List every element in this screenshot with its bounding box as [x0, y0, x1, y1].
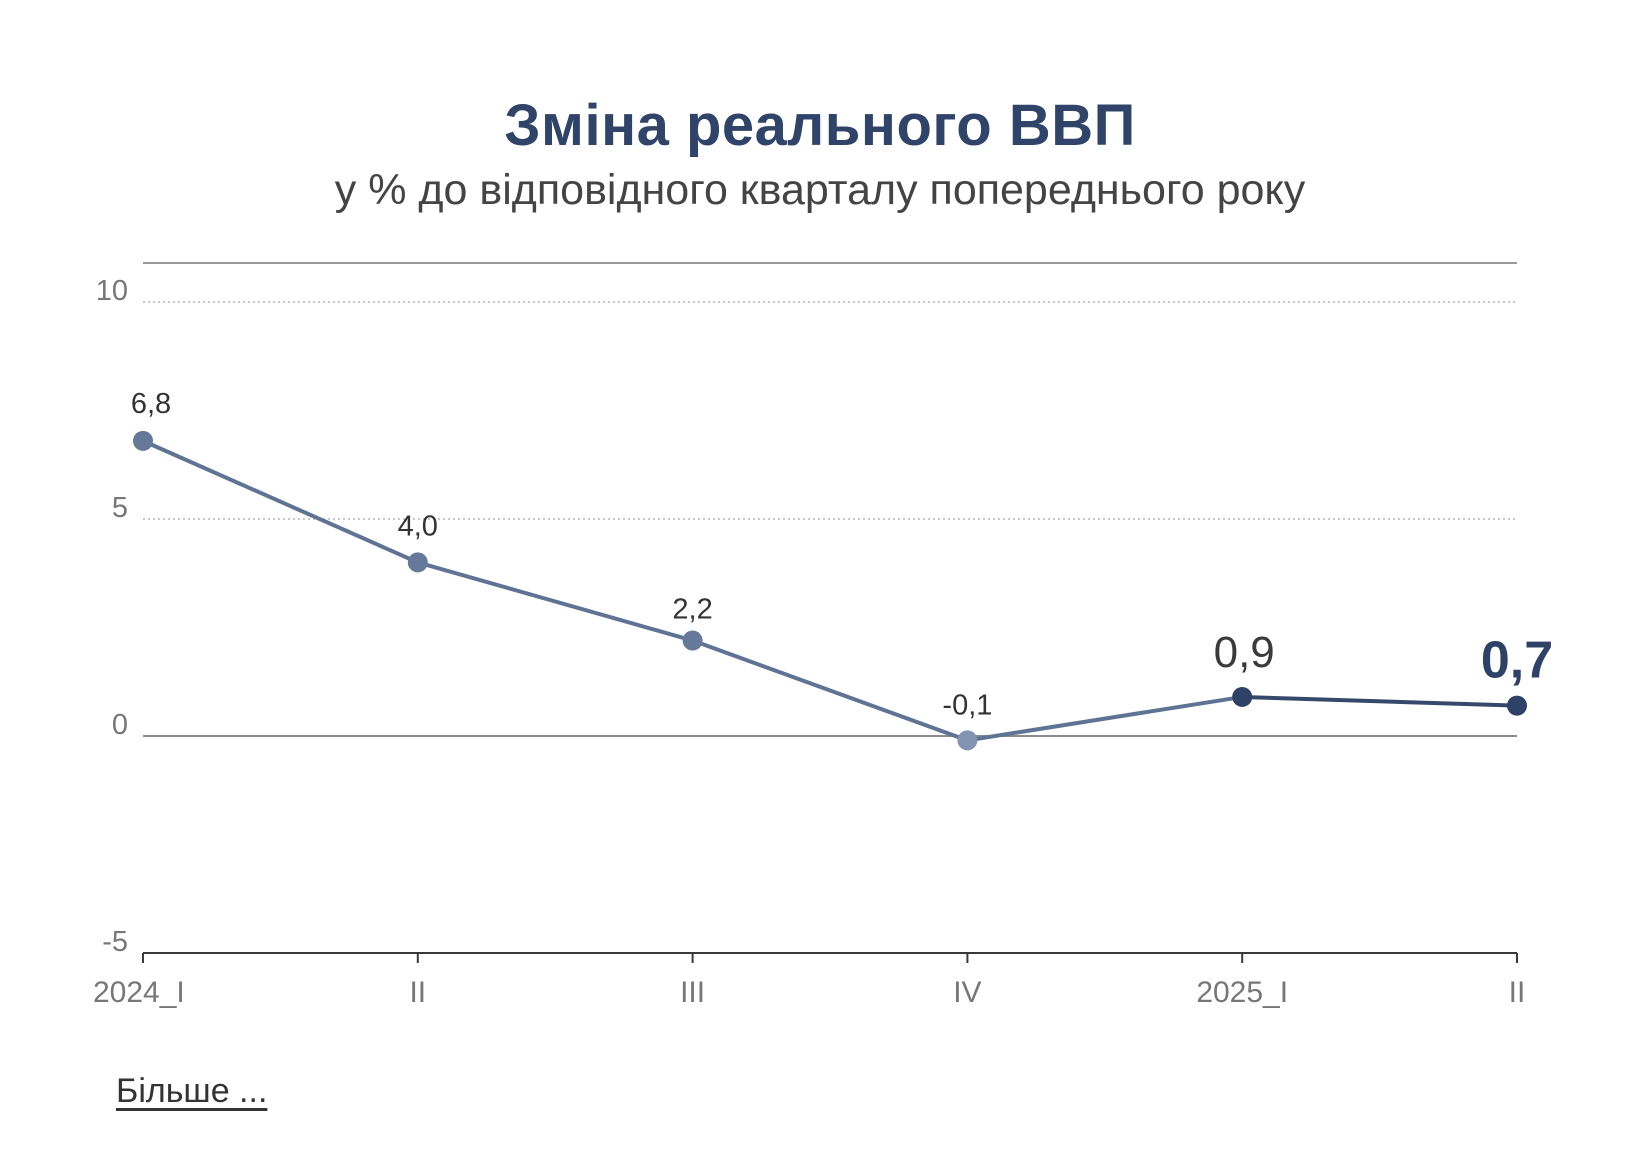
series-line-segment — [965, 694, 1245, 743]
data-point — [1507, 695, 1527, 716]
x-tick-label: 2024_I — [93, 976, 185, 1009]
series-line-segment — [1240, 694, 1519, 708]
series-line-segment — [690, 638, 970, 743]
y-tick-label: -5 — [102, 926, 128, 958]
chart-title: Зміна реального ВВП — [504, 93, 1136, 158]
chart-subtitle: у % до відповідного кварталу попередньог… — [334, 166, 1306, 214]
data-point — [957, 730, 978, 751]
y-tick-label: 10 — [96, 275, 128, 307]
data-point — [407, 552, 428, 573]
x-tick-label: 2025_I — [1196, 976, 1288, 1009]
y-tick-label: 5 — [112, 492, 128, 524]
y-tick-label: 0 — [112, 709, 128, 741]
more-link[interactable]: Більше ... — [116, 1072, 268, 1110]
data-point — [682, 630, 703, 651]
data-label: 2,2 — [672, 594, 712, 626]
data-point — [133, 430, 153, 451]
x-tick-label: II — [1509, 976, 1526, 1009]
series-line-segment — [141, 438, 420, 565]
data-point — [1232, 686, 1253, 707]
series-line-segment — [415, 560, 695, 643]
data-label: 6,8 — [131, 388, 171, 420]
data-label: 0,7 — [1481, 632, 1553, 690]
data-label: 4,0 — [398, 510, 438, 542]
x-tick-label: III — [680, 976, 705, 1009]
x-tick-label: IV — [953, 976, 981, 1009]
data-label: 0,9 — [1214, 628, 1275, 677]
data-label: -0,1 — [942, 689, 992, 721]
x-tick-label: II — [409, 976, 426, 1009]
